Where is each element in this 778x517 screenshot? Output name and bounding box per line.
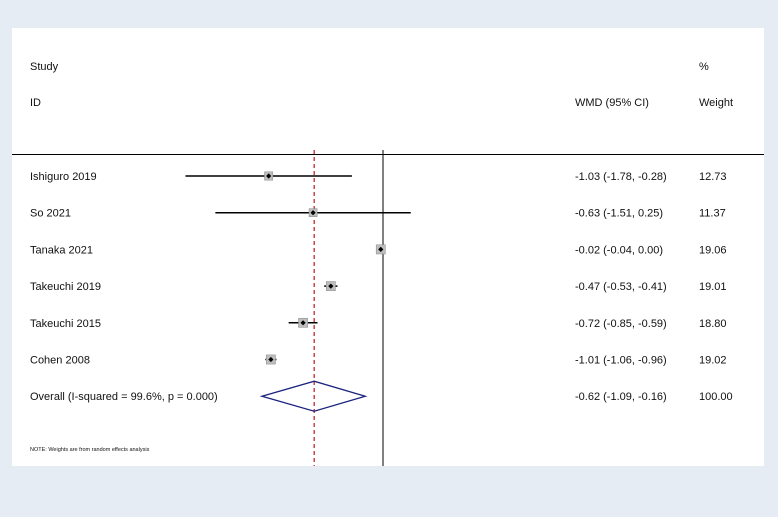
- overall-row: Overall (I-squared = 99.6%, p = 0.000) -0…: [30, 380, 733, 412]
- effect-ci: -0.47 (-0.53, -0.41): [575, 281, 667, 293]
- effect-ci: -1.03 (-1.78, -0.28): [575, 171, 667, 183]
- header-weight: Weight: [699, 97, 733, 109]
- study-row: Cohen 2008 -1.01 (-1.06, -0.96) 19.02: [30, 355, 727, 367]
- study-rows: Ishiguro 2019 -1.03 (-1.78, -0.28) 12.73 So…: [30, 171, 727, 367]
- forest-plot: Study ID WMD (95% CI) % Weight Ishiguro …: [12, 61, 764, 466]
- header-effect: WMD (95% CI): [575, 97, 649, 109]
- study-name: Takeuchi 2015: [30, 318, 101, 330]
- study-name: Cohen 2008: [30, 355, 90, 367]
- study-row: Ishiguro 2019 -1.03 (-1.78, -0.28) 12.73: [30, 171, 727, 183]
- weight-value: 18.80: [699, 318, 727, 330]
- point-estimate: [328, 283, 334, 289]
- point-estimate: [310, 210, 316, 216]
- weight-value: 19.02: [699, 355, 727, 367]
- effect-ci: -0.02 (-0.04, 0.00): [575, 244, 663, 256]
- effect-ci: -1.01 (-1.06, -0.96): [575, 355, 667, 367]
- point-estimate: [300, 320, 306, 326]
- weight-value: 11.37: [699, 208, 726, 220]
- study-row: Tanaka 2021 -0.02 (-0.04, 0.00) 19.06: [30, 244, 727, 256]
- header-percent: %: [699, 61, 709, 73]
- overall-diamond: [259, 380, 368, 412]
- weight-value: 12.73: [699, 171, 727, 183]
- effect-ci: -0.63 (-1.51, 0.25): [575, 208, 663, 220]
- overall-label: Overall (I-squared = 99.6%, p = 0.000): [30, 391, 218, 403]
- study-row: Takeuchi 2019 -0.47 (-0.53, -0.41) 19.01: [30, 281, 727, 293]
- point-estimate: [268, 356, 274, 363]
- study-name: Tanaka 2021: [30, 244, 93, 256]
- point-estimate: [266, 173, 272, 179]
- study-name: Takeuchi 2019: [30, 281, 101, 293]
- weight-value: 19.01: [699, 281, 727, 293]
- header-study: Study: [30, 61, 59, 73]
- point-estimate: [378, 246, 384, 252]
- study-name: So 2021: [30, 208, 71, 220]
- effect-ci: -0.72 (-0.85, -0.59): [575, 318, 667, 330]
- study-name: Ishiguro 2019: [30, 171, 97, 183]
- weight-value: 19.06: [699, 244, 727, 256]
- forest-plot-panel: Study ID WMD (95% CI) % Weight Ishiguro …: [12, 28, 764, 466]
- study-row: So 2021 -0.63 (-1.51, 0.25) 11.37: [30, 208, 726, 220]
- overall-effect-ci: -0.62 (-1.09, -0.16): [575, 391, 667, 403]
- weights-note: NOTE: Weights are from random effects an…: [30, 447, 150, 453]
- study-row: Takeuchi 2015 -0.72 (-0.85, -0.59) 18.80: [30, 318, 727, 330]
- header-id: ID: [30, 97, 41, 109]
- overall-weight: 100.00: [699, 391, 733, 403]
